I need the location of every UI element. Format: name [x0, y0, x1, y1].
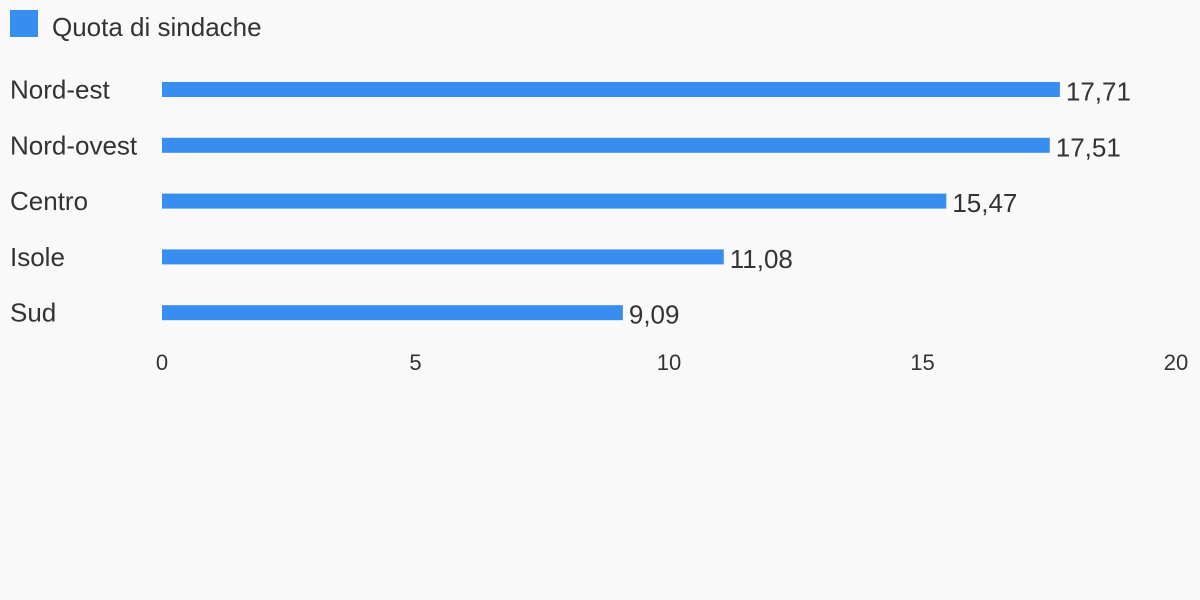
- x-axis-tick-labels: 0 5 10 15 20: [156, 350, 1188, 375]
- bars: [162, 82, 1060, 321]
- value-label: 15,47: [952, 188, 1017, 218]
- value-label: 11,08: [730, 244, 793, 274]
- x-tick-label: 20: [1164, 350, 1188, 375]
- legend-label: Quota di sindache: [52, 12, 262, 42]
- x-tick-label: 0: [156, 350, 168, 375]
- category-label: Isole: [10, 242, 65, 272]
- legend: Quota di sindache: [10, 10, 262, 42]
- category-label: Sud: [10, 298, 56, 328]
- value-label: 17,71: [1066, 77, 1131, 107]
- bar: [162, 249, 724, 265]
- x-tick-label: 5: [409, 350, 421, 375]
- bar: [162, 193, 947, 209]
- category-label: Nord-est: [10, 75, 110, 105]
- bar: [162, 82, 1060, 97]
- value-label: 9,09: [629, 300, 680, 330]
- category-label: Centro: [10, 186, 88, 216]
- legend-swatch: [10, 10, 38, 37]
- bar: [162, 137, 1050, 153]
- value-labels: 17,71 17,51 15,47 11,08 9,09: [629, 77, 1131, 330]
- x-tick-label: 15: [910, 350, 934, 375]
- x-tick-label: 10: [657, 350, 681, 375]
- category-labels: Nord-est Nord-ovest Centro Isole Sud: [10, 75, 138, 328]
- value-label: 17,51: [1056, 132, 1121, 162]
- bar: [162, 305, 623, 321]
- category-label: Nord-ovest: [10, 130, 138, 160]
